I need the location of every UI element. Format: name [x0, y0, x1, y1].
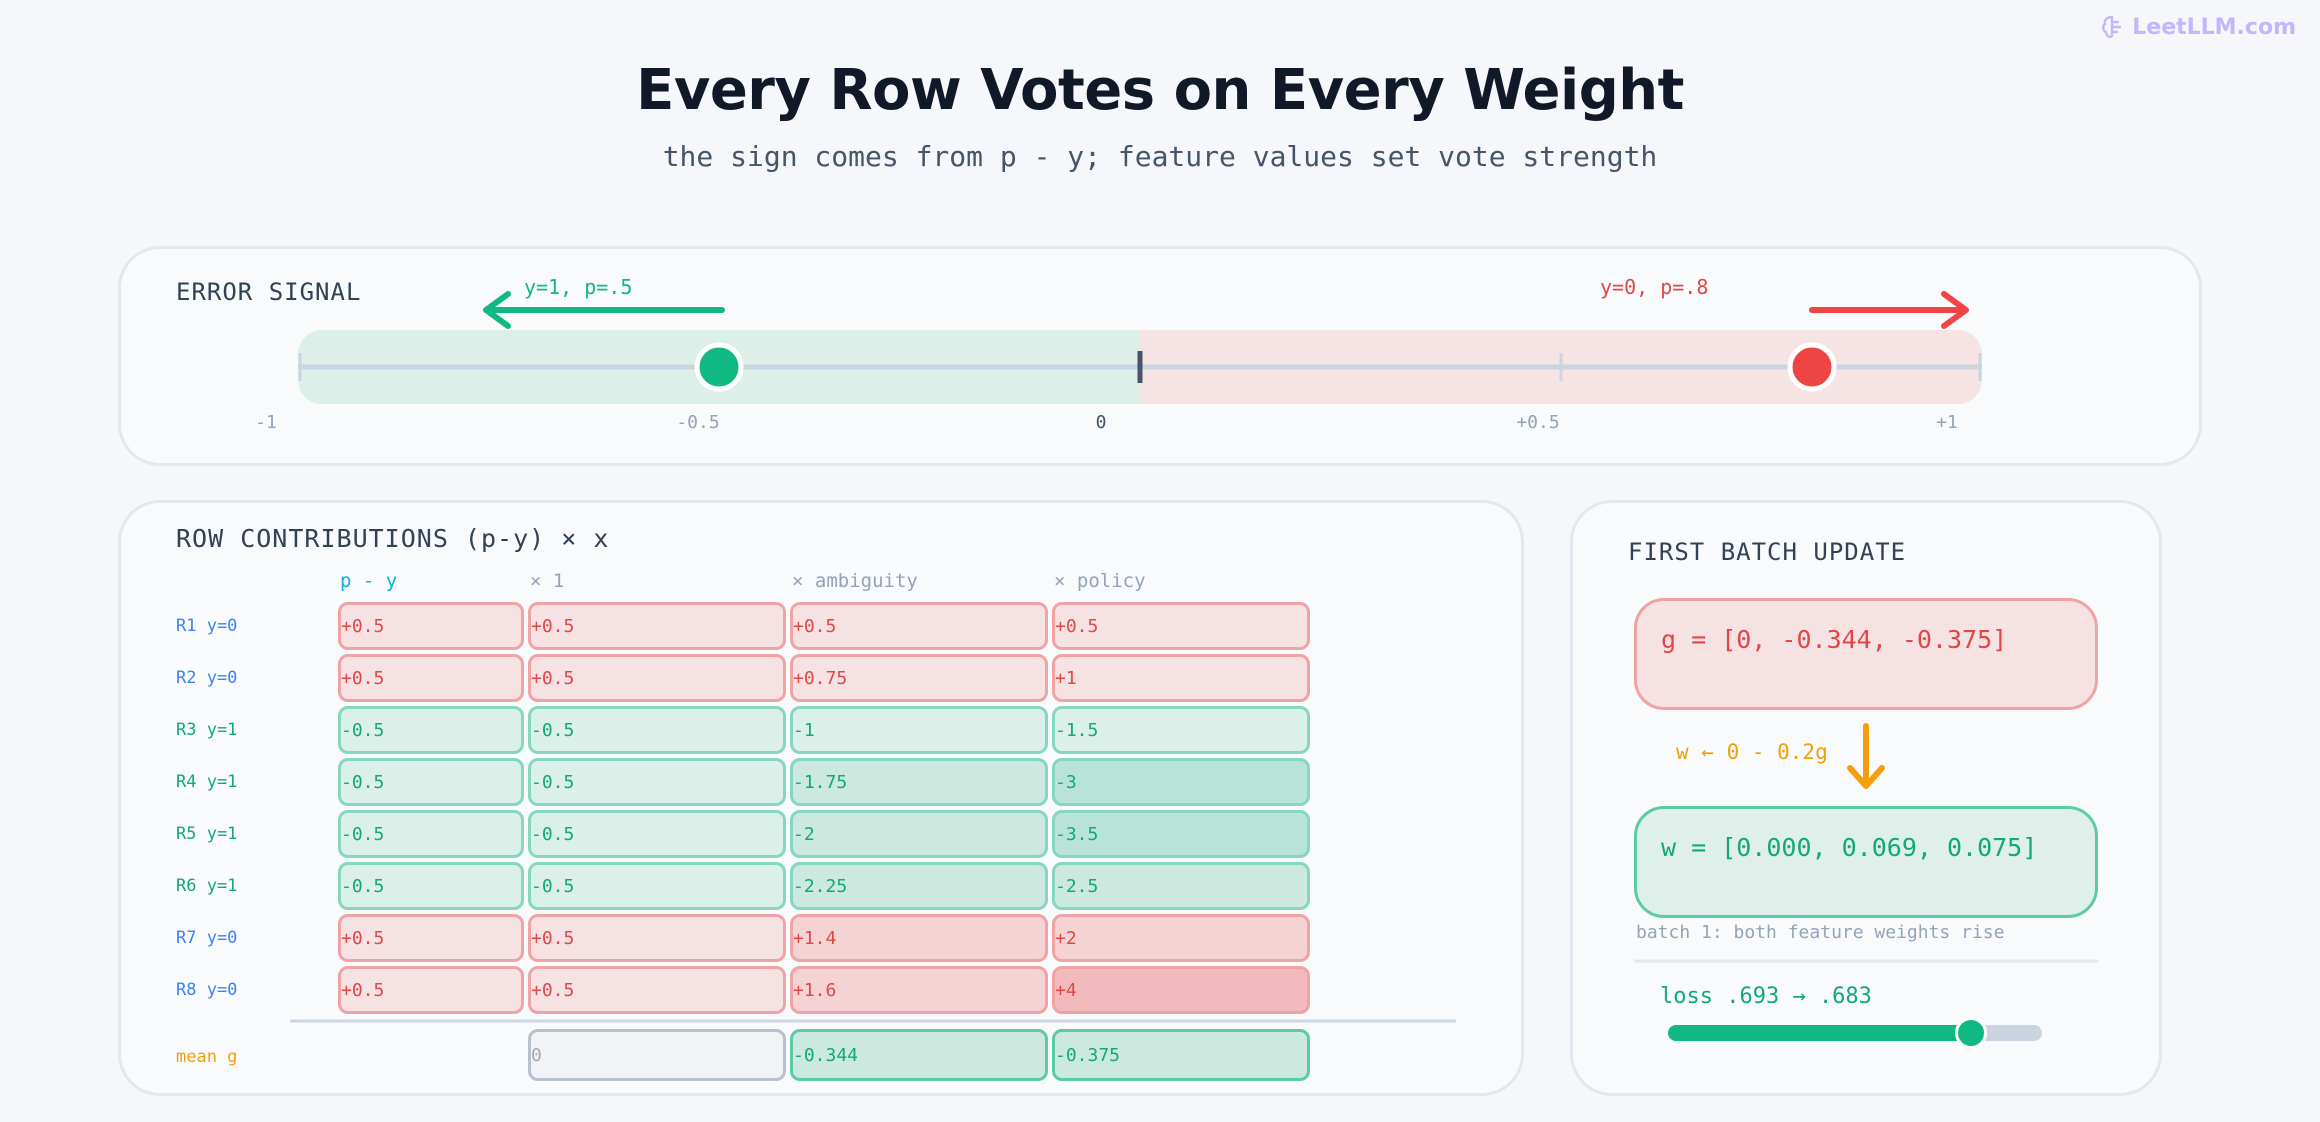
row-label: R8 y=0 — [176, 980, 238, 1000]
contribution-cell: -0.5 — [528, 706, 786, 754]
contribution-cell: +0.5 — [528, 966, 786, 1014]
left-arrow-icon — [483, 291, 725, 329]
contribution-cell: -0.5 — [528, 862, 786, 910]
contribution-cell: +1.4 — [790, 914, 1048, 962]
brand-name: LeetLLM.com — [2132, 14, 2296, 40]
contribution-cell: -0.5 — [338, 758, 524, 806]
page-subtitle: the sign comes from p - y; feature value… — [662, 140, 1658, 173]
contribution-cell: -0.5 — [338, 810, 524, 858]
mean-gradient-cell: 0 — [528, 1029, 786, 1081]
gradient-box: g = [0, -0.344, -0.375] — [1634, 598, 2098, 710]
row-label: R6 y=1 — [176, 876, 238, 896]
loss-progress-knob — [1954, 1017, 1987, 1049]
mean-row-label: mean g — [176, 1047, 238, 1067]
row-label: R1 y=0 — [176, 616, 238, 636]
contribution-cell: +0.5 — [338, 914, 524, 962]
contribution-cell: -1.5 — [1052, 706, 1310, 754]
weight-box: w = [0.000, 0.069, 0.075] — [1634, 806, 2098, 918]
contribution-cell: -0.5 — [338, 706, 524, 754]
contribution-cell: -0.5 — [338, 862, 524, 910]
contribution-cell: +0.5 — [790, 602, 1048, 650]
brand: LeetLLM.com — [2100, 14, 2296, 40]
row-contributions-label: ROW CONTRIBUTIONS (p-y) × x — [176, 524, 610, 553]
contribution-cell: -1.75 — [790, 758, 1048, 806]
marker-y1-p05 — [694, 342, 744, 392]
page-title: Every Row Votes on Every Weight — [636, 58, 1684, 123]
row-label: R2 y=0 — [176, 668, 238, 688]
contribution-cell: +0.5 — [338, 602, 524, 650]
row-label: R4 y=1 — [176, 772, 238, 792]
contribution-cell: -2 — [790, 810, 1048, 858]
weight-text: w = [0.000, 0.069, 0.075] — [1661, 833, 2038, 862]
contribution-cell: -0.5 — [528, 758, 786, 806]
batch-update-label: FIRST BATCH UPDATE — [1628, 538, 1907, 566]
contribution-cell: +0.5 — [528, 602, 786, 650]
row-label: R7 y=0 — [176, 928, 238, 948]
down-arrow-icon — [1847, 723, 1885, 789]
loss-progress-track — [1668, 1017, 2042, 1049]
contribution-cell: +4 — [1052, 966, 1310, 1014]
tick-label: -0.5 — [676, 412, 720, 433]
loss-text: loss .693 → .683 — [1660, 984, 1872, 1009]
loss-progress-fill — [1668, 1025, 1971, 1041]
contribution-cell: +0.5 — [1052, 602, 1310, 650]
brain-icon — [2102, 15, 2122, 38]
right-marker-label: y=0, p=.8 — [1600, 275, 1709, 299]
contribution-cell: -3.5 — [1052, 810, 1310, 858]
caption-divider — [1634, 959, 2098, 963]
mean-gradient-cell: -0.375 — [1052, 1029, 1310, 1081]
contribution-cell: +2 — [1052, 914, 1310, 962]
tick-label: 0 — [1095, 412, 1107, 433]
contribution-cell: +1 — [1052, 654, 1310, 702]
tick-label: +0.5 — [1516, 412, 1560, 433]
column-header: × 1 — [530, 570, 565, 592]
contribution-cell: +0.5 — [528, 914, 786, 962]
contribution-cell: +1.6 — [790, 966, 1048, 1014]
contribution-cell: +0.75 — [790, 654, 1048, 702]
contribution-cell: +0.5 — [338, 966, 524, 1014]
mean-gradient-cell: -0.344 — [790, 1029, 1048, 1081]
contribution-cell: -2.25 — [790, 862, 1048, 910]
error-axis — [298, 291, 1982, 392]
batch-caption: batch 1: both feature weights rise — [1636, 922, 2005, 943]
mean-divider — [290, 1019, 1456, 1023]
gradient-text: g = [0, -0.344, -0.375] — [1661, 625, 2008, 654]
right-arrow-icon — [1809, 291, 1969, 329]
column-header: × ambiguity — [792, 570, 918, 592]
contribution-cell: -3 — [1052, 758, 1310, 806]
update-rule: w ← 0 - 0.2g — [1676, 740, 1828, 764]
contribution-cell: +0.5 — [338, 654, 524, 702]
row-label: R3 y=1 — [176, 720, 238, 740]
column-header: × policy — [1054, 570, 1146, 592]
contribution-cell: -2.5 — [1052, 862, 1310, 910]
contribution-cell: -0.5 — [528, 810, 786, 858]
contribution-cell: +0.5 — [528, 654, 786, 702]
left-marker-label: y=1, p=.5 — [524, 275, 633, 299]
error-signal-label: ERROR SIGNAL — [176, 278, 362, 306]
marker-y0-p08 — [1787, 342, 1837, 392]
contribution-cell: -1 — [790, 706, 1048, 754]
tick-label: -1 — [255, 412, 277, 433]
row-label: R5 y=1 — [176, 824, 238, 844]
column-header: p - y — [340, 570, 398, 592]
tick-label: +1 — [1936, 412, 1958, 433]
